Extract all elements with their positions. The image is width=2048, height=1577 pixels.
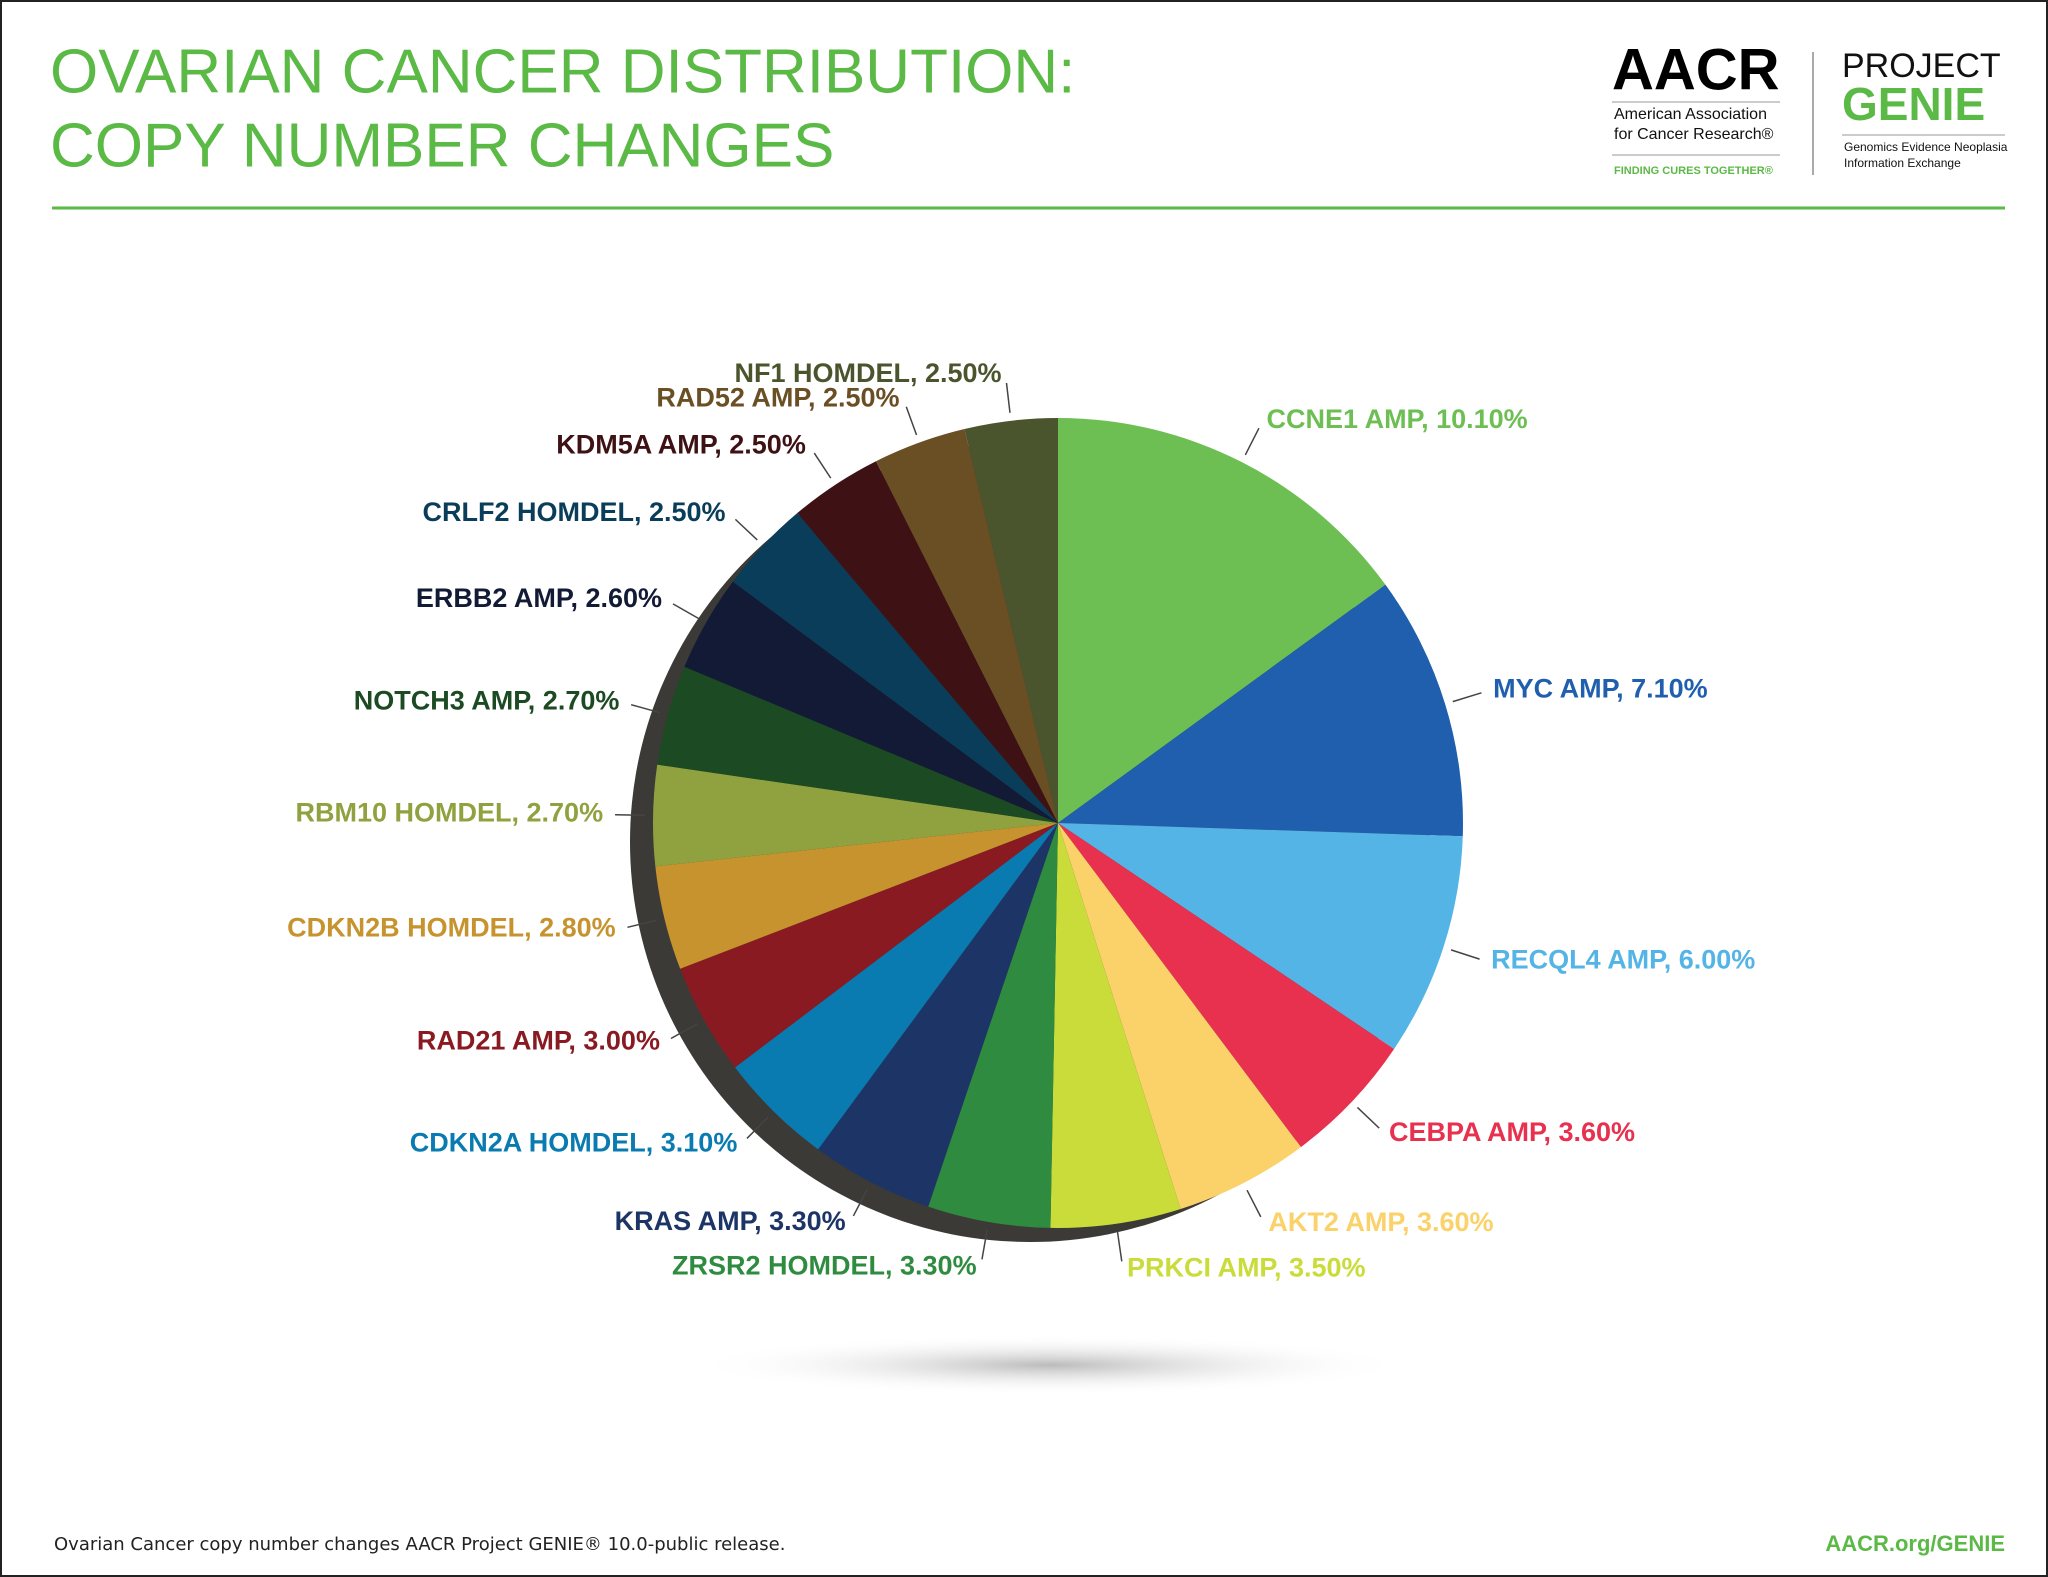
project-logo: PROJECT xyxy=(1842,47,2001,85)
leader-line xyxy=(670,1023,698,1040)
pie-slice xyxy=(653,764,1058,867)
pie-slice xyxy=(1058,418,1386,823)
slice-label: RBM10 HOMDEL, 2.70% xyxy=(296,798,604,828)
slice-label: CDKN2A HOMDEL, 3.10% xyxy=(410,1127,738,1157)
pie-slice xyxy=(1058,823,1463,1049)
leader-line xyxy=(734,518,758,541)
genie-logo: GENIE xyxy=(1842,78,1985,130)
leader-line xyxy=(672,603,700,620)
leader-line xyxy=(615,813,646,817)
pie-slice xyxy=(657,666,1058,823)
pie-slice xyxy=(1058,584,1463,837)
logos: AACR American Association for Cancer Res… xyxy=(1612,37,2008,177)
aacr-text: for Cancer Research® xyxy=(1614,126,1774,143)
slice-label: RAD52 AMP, 2.50% xyxy=(656,382,899,412)
pie-slice xyxy=(1058,823,1395,1148)
aacr-text: American Association xyxy=(1614,106,1767,123)
aacr-logo: AACR xyxy=(1612,37,1780,102)
slice-label: RAD21 AMP, 3.00% xyxy=(417,1026,660,1056)
pie-slice xyxy=(875,428,1058,823)
footer-note: Ovarian Cancer copy number changes AACR … xyxy=(54,1534,785,1555)
leader-line xyxy=(1246,1189,1262,1218)
slice-label: RECQL4 AMP, 6.00% xyxy=(1491,945,1755,975)
leader-line xyxy=(1244,427,1260,456)
pie-slice xyxy=(818,823,1058,1207)
leader-line xyxy=(852,1188,868,1217)
pie-slice xyxy=(735,823,1058,1150)
leader-line xyxy=(1452,692,1482,703)
leader-line xyxy=(1005,382,1011,413)
slice-label: CRLF2 HOMDEL, 2.50% xyxy=(423,497,726,527)
floor-shadow xyxy=(690,1335,1410,1395)
slice-label: NOTCH3 AMP, 2.70% xyxy=(354,686,620,716)
pie-slice xyxy=(964,418,1058,823)
chart-title: OVARIAN CANCER DISTRIBUTION: xyxy=(50,37,1075,106)
slice-label: ZRSR2 HOMDEL, 3.30% xyxy=(672,1250,977,1280)
pie-slice xyxy=(928,823,1058,1228)
leader-line xyxy=(813,452,832,479)
leader-line xyxy=(1116,1231,1123,1262)
slice-label: KRAS AMP, 3.30% xyxy=(615,1206,846,1236)
slice-label: CEBPA AMP, 3.60% xyxy=(1389,1117,1635,1147)
slice-label: ERBB2 AMP, 2.60% xyxy=(416,583,662,613)
pie-slice xyxy=(732,513,1058,823)
footer-link: AACR.org/GENIE xyxy=(1825,1531,2005,1556)
slice-label: NF1 HOMDEL, 2.50% xyxy=(735,358,1002,388)
leader-line xyxy=(746,1116,769,1139)
slice-label: PRKCI AMP, 3.50% xyxy=(1127,1252,1366,1282)
pie-slice xyxy=(684,581,1058,823)
pie-slice xyxy=(1058,823,1301,1209)
leader-line xyxy=(630,703,661,714)
aacr-tagline: FINDING CURES TOGETHER® xyxy=(1614,165,1773,177)
genie-text: Genomics Evidence Neoplasia xyxy=(1844,140,2008,154)
slice-label: KDM5A AMP, 2.50% xyxy=(556,430,806,460)
leader-line xyxy=(905,406,918,436)
leader-line xyxy=(1450,949,1480,960)
genie-text: Information Exchange xyxy=(1844,156,1961,170)
leader-line xyxy=(1356,1106,1380,1129)
leader-line xyxy=(627,919,657,929)
slice-label: MYC AMP, 7.10% xyxy=(1493,674,1708,704)
slice-label: CCNE1 AMP, 10.10% xyxy=(1267,404,1528,434)
chart-title: COPY NUMBER CHANGES xyxy=(50,111,834,180)
pie-slice xyxy=(655,823,1058,969)
pie-slice xyxy=(1050,823,1181,1228)
slice-label: CDKN2B HOMDEL, 2.80% xyxy=(287,912,616,942)
slice-label: AKT2 AMP, 3.60% xyxy=(1268,1207,1493,1237)
leader-line xyxy=(981,1229,988,1260)
pie-slice xyxy=(797,461,1058,823)
pie xyxy=(653,418,1463,1228)
pie-slice xyxy=(680,823,1058,1068)
